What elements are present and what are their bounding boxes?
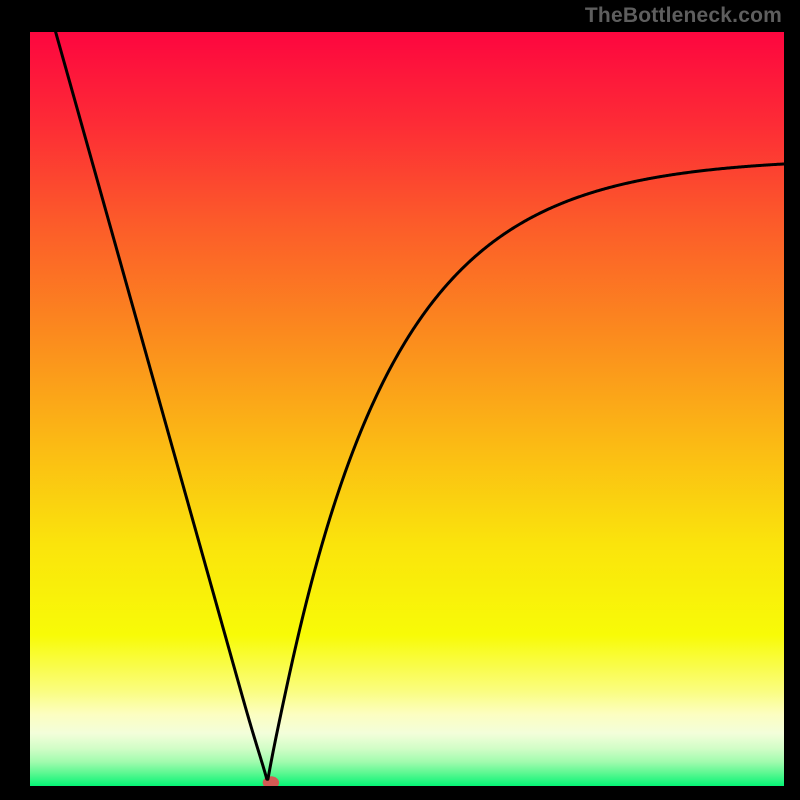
watermark-text: TheBottleneck.com [585,4,782,28]
chart-container: TheBottleneck.com [0,0,800,800]
plot-area [30,32,784,786]
gradient-background [30,32,784,786]
